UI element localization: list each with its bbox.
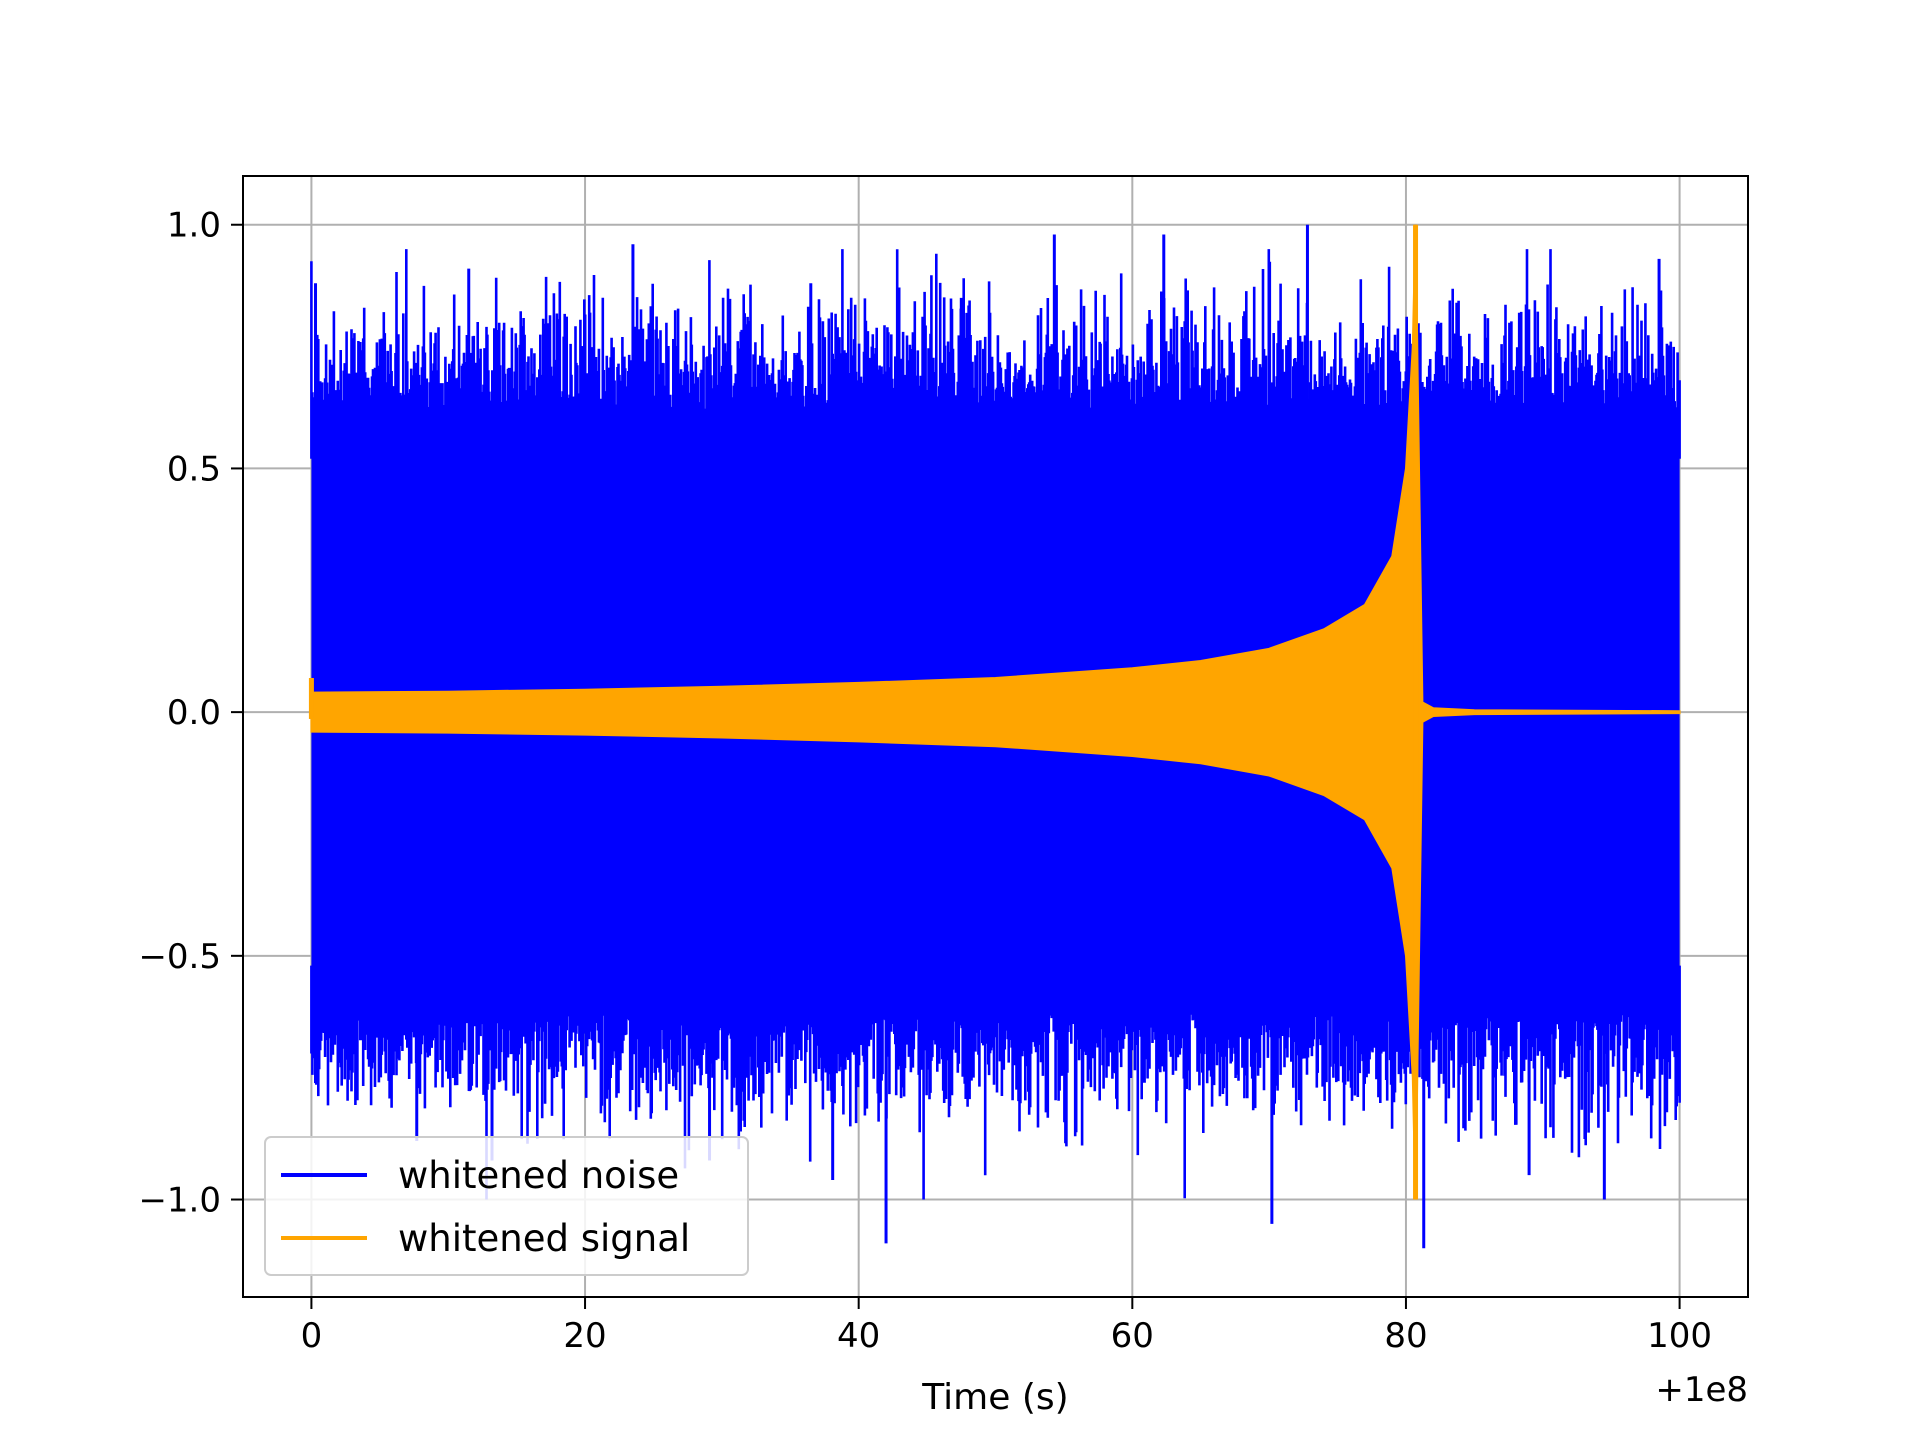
axes-frame [242,175,1749,1298]
legend: whitened noise whitened signal [264,1136,749,1276]
series-whitened-signal [308,224,1681,1200]
x-tick-label-3: 60 [1111,1316,1154,1356]
plot-area [308,224,1681,1249]
y-tick-label-3: 0.5 [167,449,221,489]
y-tick-label-0: −1.0 [138,1181,221,1221]
y-tick-label-1: −0.5 [138,937,221,977]
x-tick-label-5: 100 [1647,1316,1712,1356]
ticks: 0 20 40 60 80 100 −1.0 −0.5 0.0 0.5 1.0 [138,206,1712,1356]
legend-label-1: whitened signal [398,1217,690,1260]
legend-label-0: whitened noise [398,1154,679,1197]
signal-envelope [310,224,1681,1200]
y-tick-label-2: 0.0 [167,693,221,733]
x-tick-label-1: 20 [563,1316,606,1356]
legend-box [264,1136,749,1276]
y-tick-label-4: 1.0 [167,206,221,246]
noise-spikes [310,249,1681,1200]
x-axis-label: Time (s) [921,1377,1068,1418]
x-tick-label-0: 0 [301,1316,323,1356]
x-axis-offset-label: +1e8 [1655,1370,1748,1410]
x-tick-label-4: 80 [1384,1316,1427,1356]
x-tick-label-2: 40 [837,1316,880,1356]
